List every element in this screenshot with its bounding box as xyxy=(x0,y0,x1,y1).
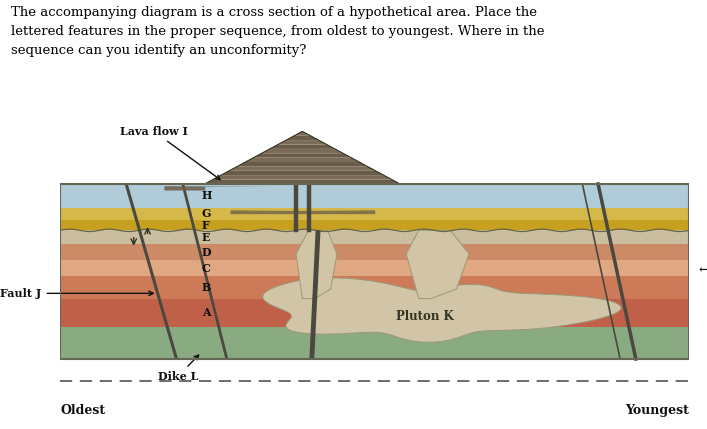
Polygon shape xyxy=(270,145,335,149)
Text: Fault J: Fault J xyxy=(0,288,153,299)
Bar xyxy=(60,326,689,359)
Text: C: C xyxy=(201,263,211,274)
Polygon shape xyxy=(296,230,337,299)
Text: H: H xyxy=(201,190,212,201)
Polygon shape xyxy=(213,175,392,179)
Polygon shape xyxy=(263,278,621,342)
Text: G: G xyxy=(201,208,211,219)
Bar xyxy=(60,260,689,276)
Text: Pluton K: Pluton K xyxy=(396,310,454,323)
Bar xyxy=(60,299,689,326)
Polygon shape xyxy=(262,149,343,153)
Bar xyxy=(60,230,689,244)
Text: Youngest: Youngest xyxy=(626,404,689,417)
Polygon shape xyxy=(221,171,384,175)
Text: B: B xyxy=(201,282,211,293)
Bar xyxy=(60,184,689,208)
Bar xyxy=(60,208,689,220)
Polygon shape xyxy=(286,136,319,140)
Text: ←Dike M: ←Dike M xyxy=(699,264,707,275)
Text: F: F xyxy=(201,220,209,231)
Text: Oldest: Oldest xyxy=(60,404,105,417)
Polygon shape xyxy=(406,230,469,299)
Polygon shape xyxy=(229,166,375,171)
Text: The accompanying diagram is a cross section of a hypothetical area. Place the
le: The accompanying diagram is a cross sect… xyxy=(11,6,544,57)
Bar xyxy=(60,220,689,230)
Polygon shape xyxy=(205,179,400,184)
Polygon shape xyxy=(294,131,310,136)
Polygon shape xyxy=(245,157,359,162)
Bar xyxy=(60,276,689,299)
Text: Dike L: Dike L xyxy=(158,355,199,382)
Text: D: D xyxy=(201,247,211,258)
Text: A: A xyxy=(201,308,210,318)
Bar xyxy=(60,184,689,359)
Polygon shape xyxy=(278,140,327,145)
Text: Lava flow I: Lava flow I xyxy=(120,126,220,180)
Bar xyxy=(60,244,689,260)
Polygon shape xyxy=(254,153,351,157)
Text: E: E xyxy=(201,232,210,243)
Polygon shape xyxy=(238,162,368,166)
